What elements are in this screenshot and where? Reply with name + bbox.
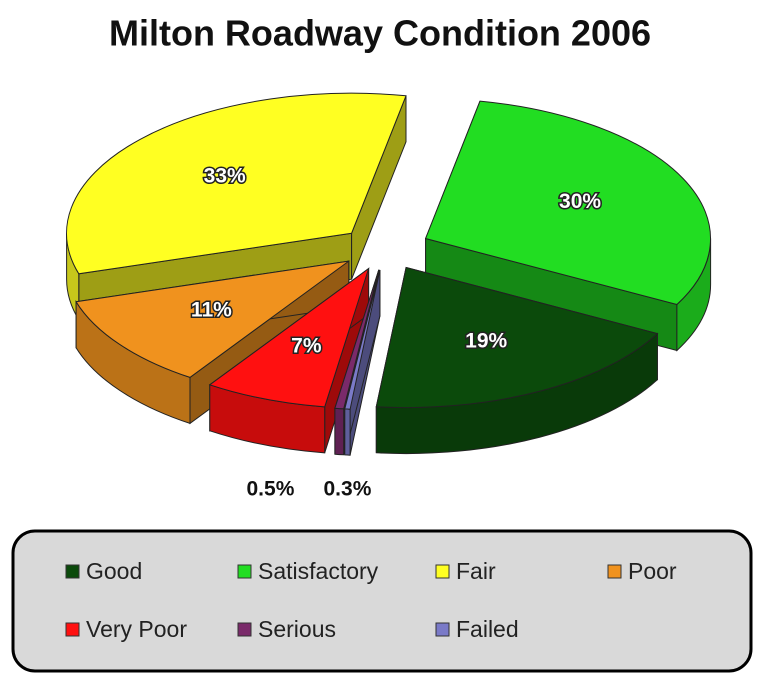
slice <box>375 266 659 409</box>
legend-label: Poor <box>628 558 677 584</box>
legend-label: Serious <box>258 616 336 642</box>
slice <box>344 269 381 410</box>
legend-label: Very Poor <box>86 616 187 642</box>
legend-swatch <box>435 564 450 579</box>
legend-swatch <box>65 564 80 579</box>
slice <box>334 269 380 410</box>
slice-wall <box>344 408 351 456</box>
data-label: 7% <box>291 334 322 357</box>
data-label: 11% <box>191 299 232 322</box>
legend: Good Satisfactory Fair Poor Very Poor Serious… <box>65 558 677 642</box>
data-label: 0.3% <box>324 478 372 501</box>
legend-swatch <box>435 622 450 637</box>
legend-swatch <box>607 564 622 579</box>
legend-swatch <box>65 622 80 637</box>
legend-label: Satisfactory <box>258 558 379 584</box>
slice <box>75 260 350 378</box>
chart-title: Milton Roadway Condition 2006 <box>109 13 651 54</box>
legend-swatch <box>237 622 252 637</box>
legend-swatch <box>237 564 252 579</box>
data-label: 19% <box>465 329 507 352</box>
pie: 19% 30% 33% 11% 7% 0.5% 0.3% <box>66 92 712 501</box>
legend-box <box>11 529 753 673</box>
data-label: 33% <box>204 164 246 187</box>
slice <box>66 92 407 275</box>
slice <box>424 100 712 306</box>
data-label: 30% <box>559 190 601 213</box>
legend-label: Failed <box>456 616 519 642</box>
slice <box>208 267 370 408</box>
data-label: 0.5% <box>247 478 295 501</box>
legend-label: Good <box>86 558 142 584</box>
legend-label: Fair <box>456 558 496 584</box>
slice-wall <box>334 407 345 456</box>
